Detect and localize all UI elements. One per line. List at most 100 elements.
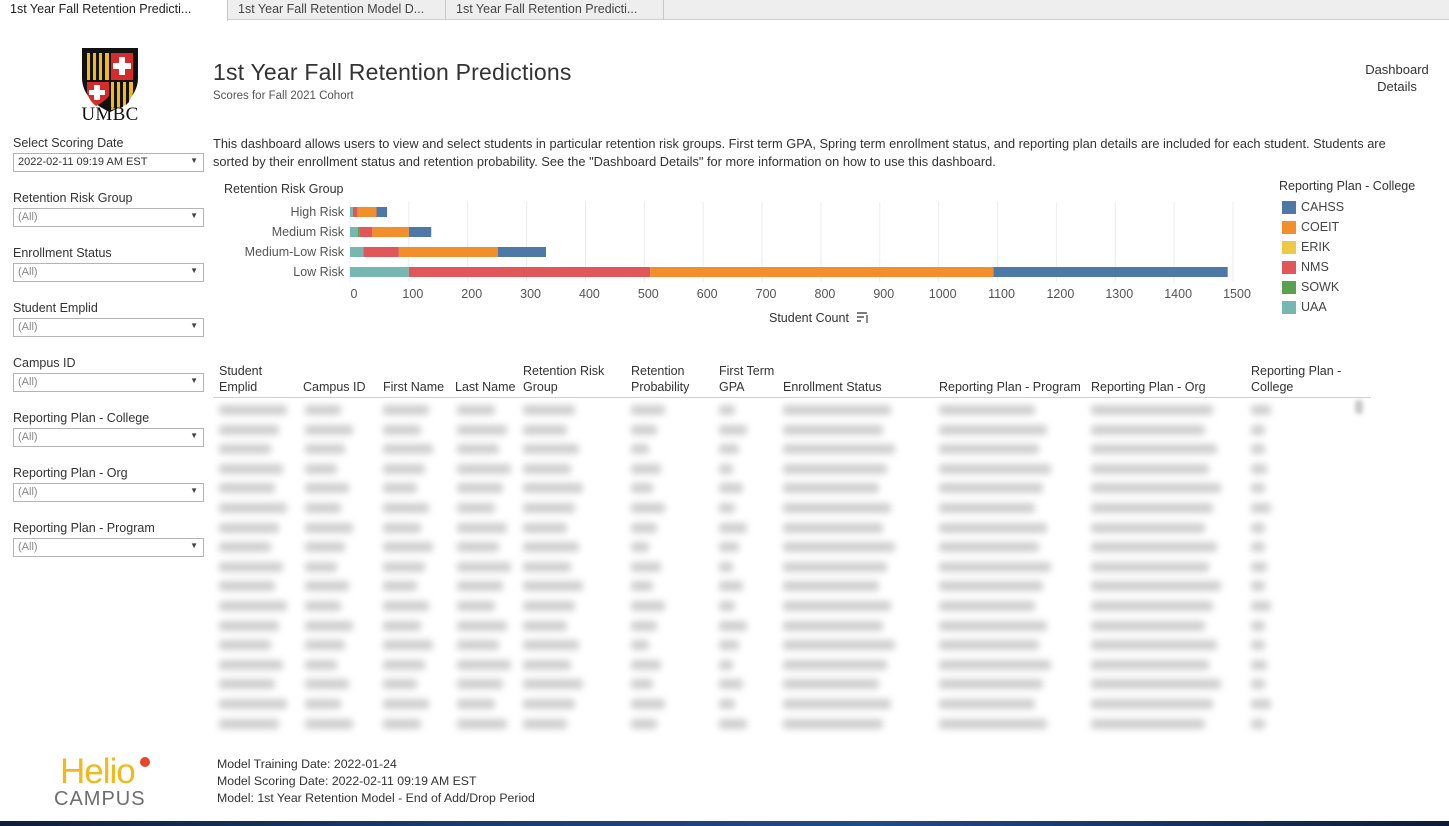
table-row[interactable]	[213, 576, 1371, 596]
bar-segment-cahss[interactable]	[993, 267, 1228, 277]
table-row[interactable]	[213, 439, 1371, 459]
legend-item-erik[interactable]: ERIK	[1279, 237, 1449, 257]
column-header-student-emplid[interactable]: Student Emplid	[219, 363, 262, 395]
redacted-cell	[523, 483, 583, 494]
table-row[interactable]	[213, 557, 1371, 577]
legend-swatch	[1282, 240, 1296, 254]
table-row[interactable]	[213, 596, 1371, 616]
tab-retention-model-details[interactable]: 1st Year Fall Retention Model D...	[228, 0, 446, 20]
bar-segment-nms[interactable]	[408, 267, 651, 277]
student-table-body[interactable]	[213, 398, 1371, 746]
table-row[interactable]	[213, 400, 1371, 420]
redacted-cell	[1091, 522, 1205, 533]
column-header-retention-risk-group[interactable]: Retention Risk Group	[523, 363, 604, 395]
bar-segment-uaa[interactable]	[350, 207, 353, 217]
bar-segment-coeit[interactable]	[372, 227, 409, 237]
legend-item-sowk[interactable]: SOWK	[1279, 277, 1449, 297]
bar-segment-nms[interactable]	[359, 227, 373, 237]
reporting-plan-program-dropdown[interactable]: (All) ▼	[13, 538, 204, 557]
legend-item-coeit[interactable]: COEIT	[1279, 217, 1449, 237]
bar-segment-nms[interactable]	[352, 207, 358, 217]
bar-segment-cahss[interactable]	[408, 227, 432, 237]
table-row[interactable]	[213, 616, 1371, 636]
bar-segment-coeit[interactable]	[357, 207, 377, 217]
redacted-cell	[523, 601, 575, 611]
reporting-plan-org-dropdown[interactable]: (All) ▼	[13, 483, 204, 502]
redacted-cell	[939, 542, 1039, 553]
x-tick-label: 500	[638, 287, 659, 301]
table-row[interactable]	[213, 635, 1371, 655]
bar-segment-uaa[interactable]	[350, 247, 364, 257]
redacted-cell	[631, 424, 657, 435]
redacted-cell	[305, 561, 337, 572]
column-header-retention-probability[interactable]: Retention Probability	[631, 363, 689, 395]
legend-swatch	[1282, 300, 1296, 314]
redacted-cell	[457, 699, 495, 709]
column-header-enrollment-status[interactable]: Enrollment Status	[783, 379, 882, 395]
campus-id-dropdown[interactable]: (All) ▼	[13, 373, 204, 392]
column-header-reporting-plan-program[interactable]: Reporting Plan - Program	[939, 379, 1081, 395]
bar-segment-coeit[interactable]	[650, 267, 994, 277]
bar-segment-cahss[interactable]	[497, 247, 547, 257]
table-row[interactable]	[213, 459, 1371, 479]
bar-segment-uaa[interactable]	[350, 227, 358, 237]
filter-retention-risk-group: Retention Risk Group (All) ▼	[13, 191, 204, 227]
column-header-reporting-plan-org[interactable]: Reporting Plan - Org	[1091, 379, 1206, 395]
table-row[interactable]	[213, 655, 1371, 675]
redacted-cell	[719, 542, 739, 553]
table-scrollbar[interactable]	[1353, 398, 1365, 746]
table-row[interactable]	[213, 518, 1371, 538]
table-row[interactable]	[213, 498, 1371, 518]
dropdown-caret-icon: ▼	[190, 211, 198, 220]
table-row[interactable]	[213, 694, 1371, 714]
bar-segment-nms[interactable]	[363, 247, 399, 257]
redacted-cell	[719, 718, 747, 729]
redacted-cell	[1251, 444, 1265, 455]
dropdown-caret-icon: ▼	[190, 156, 198, 165]
sort-icon[interactable]	[857, 312, 868, 323]
redacted-cell	[457, 405, 495, 415]
filter-label: Reporting Plan - Org	[13, 466, 128, 480]
table-row[interactable]	[213, 478, 1371, 498]
redacted-cell	[305, 444, 345, 455]
legend-item-nms[interactable]: NMS	[1279, 257, 1449, 277]
bar-segment-uaa[interactable]	[350, 267, 409, 277]
redacted-cell	[305, 679, 349, 690]
redacted-cell	[383, 405, 429, 415]
table-row[interactable]	[213, 537, 1371, 557]
redacted-cell	[631, 561, 661, 572]
bar-segment-coeit[interactable]	[398, 247, 498, 257]
bar-segment-cahss[interactable]	[376, 207, 388, 217]
redacted-cell	[631, 483, 653, 494]
column-header-campus-id[interactable]: Campus ID	[303, 379, 366, 395]
redacted-cell	[631, 620, 657, 631]
redacted-cell	[1251, 640, 1265, 651]
retention-risk-group-dropdown[interactable]: (All) ▼	[13, 208, 204, 227]
legend-item-uaa[interactable]: UAA	[1279, 297, 1449, 317]
redacted-cell	[631, 503, 665, 513]
redacted-cell	[783, 699, 891, 709]
column-header-reporting-plan-college[interactable]: Reporting Plan - College	[1251, 363, 1341, 395]
column-header-line: Probability	[631, 380, 690, 394]
column-header-first-name[interactable]: First Name	[383, 379, 444, 395]
retention-risk-bar-chart[interactable]: Retention Risk Group 0 100 200 300 400 500 600 7…	[213, 178, 1263, 328]
legend-item-cahss[interactable]: CAHSS	[1279, 197, 1449, 217]
dashboard-details-button[interactable]: Dashboard Details	[1352, 61, 1442, 95]
column-header-first-term-gpa[interactable]: First Term GPA	[719, 363, 774, 395]
table-row[interactable]	[213, 714, 1371, 734]
redacted-cell	[1251, 503, 1271, 513]
column-header-last-name[interactable]: Last Name	[455, 379, 515, 395]
student-emplid-dropdown[interactable]: (All) ▼	[13, 318, 204, 337]
tab-retention-predictions-2[interactable]: 1st Year Fall Retention Predicti...	[446, 0, 664, 20]
filter-reporting-plan-program: Reporting Plan - Program (All) ▼	[13, 521, 204, 557]
enrollment-status-dropdown[interactable]: (All) ▼	[13, 263, 204, 282]
scoring-date-dropdown[interactable]: 2022-02-11 09:19 AM EST ▼	[13, 153, 204, 172]
reporting-plan-college-dropdown[interactable]: (All) ▼	[13, 428, 204, 447]
tab-retention-predictions[interactable]: 1st Year Fall Retention Predicti...	[0, 0, 228, 21]
redacted-cell	[1251, 522, 1265, 533]
bar-segment-sowk[interactable]	[357, 227, 360, 237]
redacted-cell	[719, 561, 733, 572]
table-row[interactable]	[213, 674, 1371, 694]
table-row[interactable]	[213, 420, 1371, 440]
scrollbar-thumb[interactable]	[1355, 400, 1363, 414]
